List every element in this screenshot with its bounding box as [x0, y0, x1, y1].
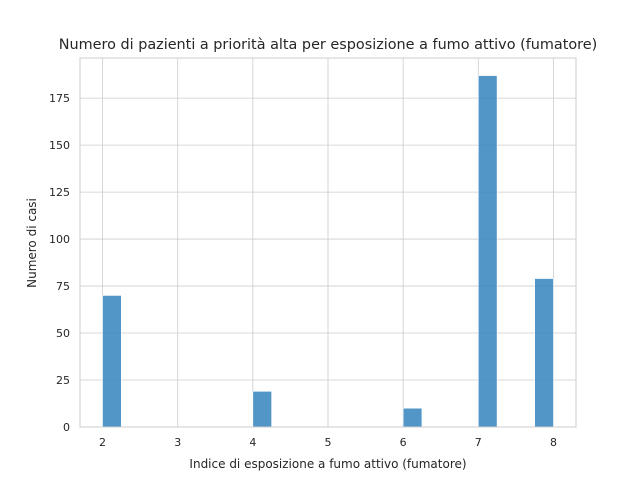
x-axis-label: Indice di esposizione a fumo attivo (fum…: [189, 457, 466, 471]
y-tick-label: 150: [49, 139, 70, 152]
x-tick-label: 7: [475, 436, 482, 449]
histogram-bar: [402, 407, 423, 428]
histogram-bar: [102, 295, 122, 428]
x-tick-label: 6: [400, 436, 407, 449]
y-tick-label: 50: [56, 327, 70, 340]
histogram-bar: [534, 278, 554, 428]
x-tick-label: 5: [325, 436, 332, 449]
x-tick-label: 4: [249, 436, 256, 449]
bars: [102, 75, 554, 428]
y-axis-label: Numero di casi: [25, 198, 39, 288]
plot-area-frame: [79, 57, 577, 428]
y-tick-label: 0: [63, 421, 70, 434]
gridlines: [80, 58, 576, 428]
x-tick-label: 8: [550, 436, 557, 449]
x-tick-label: 2: [99, 436, 106, 449]
x-tick-label: 3: [174, 436, 181, 449]
y-tick-label: 25: [56, 374, 70, 387]
y-tick-label: 75: [56, 280, 70, 293]
histogram-bar: [252, 390, 272, 428]
x-axis-ticks: 2 3 4 5 6 7 8: [99, 436, 557, 449]
y-tick-label: 125: [49, 186, 70, 199]
y-tick-label: 100: [49, 233, 70, 246]
y-tick-label: 175: [49, 92, 70, 105]
y-axis-ticks: 0 25 50 75 100 125 150 175: [49, 92, 70, 434]
histogram-bar: [478, 75, 498, 428]
chart-title: Numero di pazienti a priorità alta per e…: [59, 37, 597, 53]
